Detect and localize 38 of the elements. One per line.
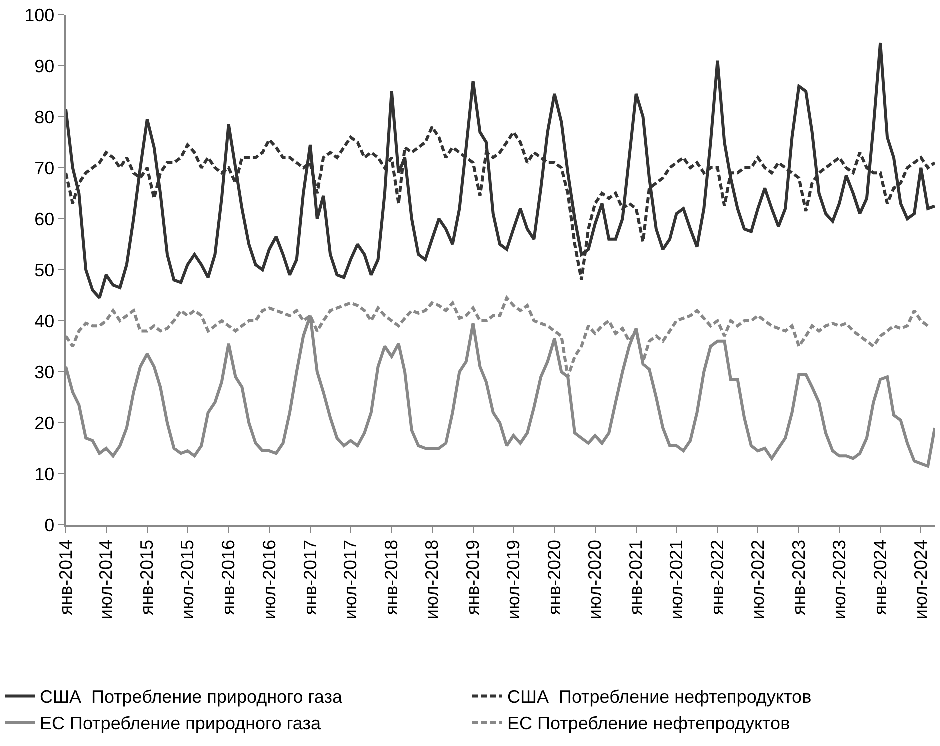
legend-label: США Потребление природного газа xyxy=(40,687,344,708)
x-tick-label: янв-2014 xyxy=(56,540,76,616)
line-series xyxy=(66,42,935,300)
x-tick-label: июл-2015 xyxy=(178,540,198,620)
y-tick-label: 60 xyxy=(34,209,55,230)
x-tick-label: июл-2020 xyxy=(585,540,606,620)
y-tick-label: 70 xyxy=(34,158,55,178)
legend-label: ЕС Потребление нефтепродуктов xyxy=(508,714,790,734)
y-tick-label: 100 xyxy=(24,5,55,26)
y-tick-label: 0 xyxy=(44,515,55,536)
x-tick-label: июл-2019 xyxy=(504,540,524,620)
y-tick-label: 90 xyxy=(34,56,55,76)
y-tick-label: 50 xyxy=(34,260,55,280)
x-tick-label: янв-2021 xyxy=(626,540,646,616)
x-tick-label: янв-2022 xyxy=(708,540,728,616)
x-tick-label: янв-2020 xyxy=(544,540,565,616)
x-tick-label: июл-2014 xyxy=(96,540,116,620)
x-tick-label: июл-2022 xyxy=(748,540,768,620)
x-tick-label: июл-2024 xyxy=(911,540,932,620)
x-tick-label: янв-2024 xyxy=(870,540,890,616)
x-tick-label: янв-2023 xyxy=(789,540,810,616)
x-tick-label: янв-2019 xyxy=(463,540,484,616)
x-tick-label: июл-2017 xyxy=(340,540,361,620)
x-tick-label: июл-2023 xyxy=(829,540,850,620)
legend-label: ЕС Потребление природного газа xyxy=(40,714,322,734)
x-tick-label: янв-2017 xyxy=(300,540,320,616)
y-tick-label: 80 xyxy=(34,107,55,128)
x-tick-label: июл-2016 xyxy=(259,540,280,620)
y-tick-label: 40 xyxy=(34,311,55,332)
y-tick-label: 20 xyxy=(34,413,55,434)
y-tick-label: 10 xyxy=(34,464,55,484)
x-tick-label: янв-2016 xyxy=(218,540,239,616)
x-tick-label: янв-2015 xyxy=(137,540,158,616)
x-tick-label: июл-2018 xyxy=(422,540,442,620)
x-tick-label: июл-2021 xyxy=(666,540,687,620)
x-tick-label: янв-2018 xyxy=(382,540,402,616)
legend-label: США Потребление нефтепродуктов xyxy=(508,687,812,708)
y-tick-label: 30 xyxy=(34,362,55,382)
